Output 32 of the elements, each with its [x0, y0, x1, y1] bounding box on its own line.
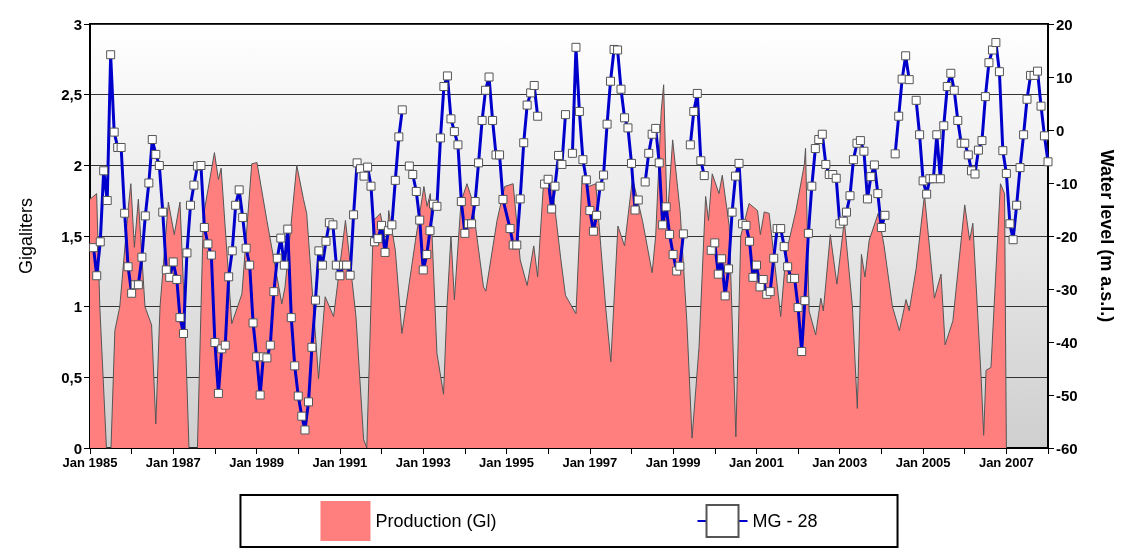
y2-tick-label: -30 — [1056, 280, 1078, 298]
x-tick-label: Jan 2001 — [729, 455, 784, 470]
y2-tick-label: -60 — [1056, 439, 1078, 457]
y-axis-title: Gigaliters — [16, 197, 36, 275]
y-tick-label: 1 — [73, 298, 82, 316]
y2-tick-label: -20 — [1056, 227, 1078, 245]
legend-label: Production (Gl) — [375, 511, 497, 531]
y2-axis-title: Water level (m a.s.l.) — [1097, 149, 1117, 323]
y-tick-label: 0 — [73, 439, 82, 457]
y2-tick-label: 0 — [1056, 121, 1065, 139]
x-tick-label: Jan 1987 — [145, 455, 201, 470]
y2-tick-label: -40 — [1056, 333, 1078, 351]
x-tick-label: Jan 1993 — [395, 455, 451, 470]
y-tick-label: 0,5 — [61, 368, 82, 386]
y-tick-label: 3 — [73, 15, 82, 33]
legend-label: MG - 28 — [752, 511, 818, 531]
x-tick-label: Jan 1997 — [562, 455, 618, 470]
x-tick-label: Jan 1985 — [62, 455, 118, 470]
y2-tick-label: 20 — [1056, 15, 1073, 33]
y2-tick-label: -10 — [1056, 174, 1078, 192]
x-tick-label: Jan 1989 — [229, 455, 285, 470]
x-tick-label: Jan 2003 — [812, 455, 868, 470]
y2-tick-label: 10 — [1056, 68, 1073, 86]
y-tick-label: 1,5 — [61, 227, 82, 245]
x-tick-label: Jan 1991 — [312, 455, 368, 470]
x-tick-label: Jan 2007 — [978, 455, 1034, 470]
x-tick-label: Jan 1999 — [645, 455, 701, 470]
y2-tick-label: -50 — [1056, 386, 1078, 404]
x-tick-label: Jan 1995 — [479, 455, 534, 470]
y-tick-label: 2,5 — [61, 86, 82, 104]
y-tick-label: 2 — [73, 156, 82, 174]
x-tick-label: Jan 2005 — [895, 455, 951, 470]
